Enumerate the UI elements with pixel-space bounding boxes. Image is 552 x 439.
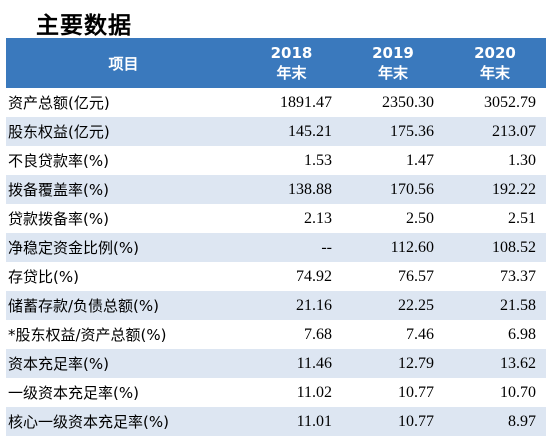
header-year-2018: 2018 年末	[241, 38, 342, 88]
row-value: 73.37	[500, 267, 536, 285]
header-year-suffix: 年末	[479, 64, 510, 82]
row-value: 13.62	[500, 354, 536, 372]
table-row: 存贷比(%) 74.92 76.57 73.37	[6, 262, 546, 291]
row-value: 2.50	[406, 209, 434, 227]
row-value: 10.77	[398, 383, 434, 401]
table-row: 资本充足率(%) 11.46 12.79 13.62	[6, 349, 546, 378]
key-data-table: 项目 2018 年末 2019 年末 2020 年末 资产总额(亿元) 1891.…	[6, 38, 546, 436]
header-year: 2019	[372, 44, 414, 62]
row-label: 储蓄存款/负债总额(%)	[8, 297, 160, 315]
row-value: 11.01	[296, 412, 332, 430]
header-year: 2018	[270, 44, 313, 62]
row-value: 1.30	[508, 151, 536, 169]
row-label: 资产总额(亿元)	[8, 94, 110, 112]
row-value: 1891.47	[280, 93, 332, 111]
row-label: 核心一级资本充足率(%)	[8, 413, 169, 431]
header-year-2019: 2019 年末	[342, 38, 444, 88]
row-value: 74.92	[296, 267, 332, 285]
row-value: --	[321, 238, 332, 256]
row-value: 145.21	[288, 122, 332, 140]
row-value: 112.60	[390, 238, 434, 256]
row-value: 6.98	[508, 325, 536, 343]
row-value: 76.57	[398, 267, 434, 285]
row-value: 138.88	[288, 180, 332, 198]
row-value: 2.13	[304, 209, 332, 227]
row-value: 21.16	[296, 296, 332, 314]
table-row: 拨备覆盖率(%) 138.88 170.56 192.22	[6, 175, 546, 204]
row-label: 净稳定资金比例(%)	[8, 239, 139, 257]
row-value: 21.58	[500, 296, 536, 314]
row-label: 存贷比(%)	[8, 268, 79, 286]
row-label: 拨备覆盖率(%)	[8, 181, 109, 199]
table-row: 股东权益(亿元) 145.21 175.36 213.07	[6, 117, 546, 146]
row-value: 11.02	[296, 383, 332, 401]
row-value: 10.77	[398, 412, 434, 430]
row-value: 1.47	[406, 151, 434, 169]
row-value: 12.79	[398, 354, 434, 372]
table-row: 资产总额(亿元) 1891.47 2350.30 3052.79	[6, 88, 546, 117]
table-row: 储蓄存款/负债总额(%) 21.16 22.25 21.58	[6, 291, 546, 320]
row-value: 3052.79	[484, 93, 536, 111]
row-value: 7.68	[304, 325, 332, 343]
row-value: 22.25	[398, 296, 434, 314]
row-value: 10.70	[500, 383, 536, 401]
row-value: 170.56	[390, 180, 434, 198]
row-label: 贷款拨备率(%)	[8, 210, 109, 228]
table-row: 不良贷款率(%) 1.53 1.47 1.30	[6, 146, 546, 175]
table-row: 贷款拨备率(%) 2.13 2.50 2.51	[6, 204, 546, 233]
header-year-suffix: 年末	[276, 64, 307, 82]
row-value: 7.46	[406, 325, 434, 343]
row-value: 213.07	[492, 122, 536, 140]
table-row: 一级资本充足率(%) 11.02 10.77 10.70	[6, 378, 546, 407]
header-year: 2020	[474, 44, 516, 62]
row-label: 不良贷款率(%)	[8, 152, 109, 170]
table-body: 资产总额(亿元) 1891.47 2350.30 3052.79 股东权益(亿元) 145…	[6, 88, 546, 436]
row-value: 175.36	[390, 122, 434, 140]
row-label: 一级资本充足率(%)	[8, 384, 139, 402]
row-label: *股东权益/资产总额(%)	[8, 326, 167, 344]
table-row: *股东权益/资产总额(%) 7.68 7.46 6.98	[6, 320, 546, 349]
row-value: 2.51	[508, 209, 536, 227]
row-value: 11.46	[296, 354, 332, 372]
row-value: 192.22	[492, 180, 536, 198]
row-value: 108.52	[492, 238, 536, 256]
header-year-2020: 2020 年末	[444, 38, 546, 88]
header-year-suffix: 年末	[377, 64, 408, 82]
table-row: 核心一级资本充足率(%) 11.01 10.77 8.97	[6, 407, 546, 436]
row-label: 股东权益(亿元)	[8, 123, 110, 141]
page-title: 主要数据	[36, 13, 132, 39]
header-item: 项目	[108, 54, 139, 73]
row-value: 2350.30	[382, 93, 434, 111]
table-row: 净稳定资金比例(%) -- 112.60 108.52	[6, 233, 546, 262]
table-header-row: 项目 2018 年末 2019 年末 2020 年末	[6, 38, 546, 88]
row-label: 资本充足率(%)	[8, 355, 109, 373]
row-value: 8.97	[508, 412, 536, 430]
row-value: 1.53	[304, 151, 332, 169]
